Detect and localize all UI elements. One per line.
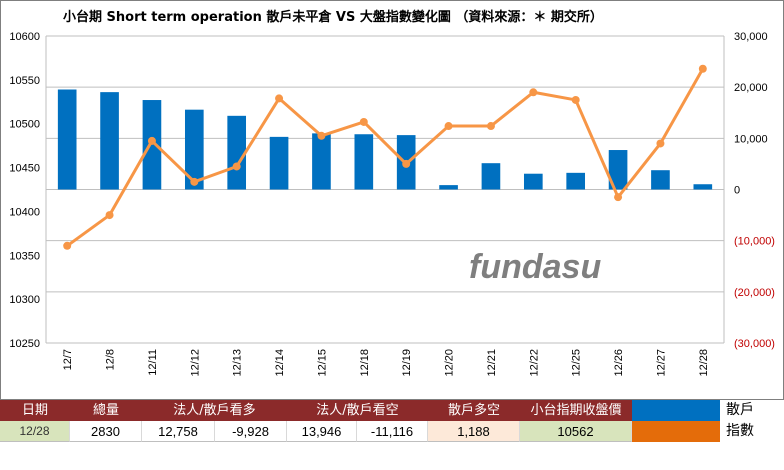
value-date: 12/28 [0, 421, 70, 442]
header-inst-short: 法人/散戶看空 [287, 400, 428, 421]
index-line [66, 68, 705, 247]
x-tick-label: 12/15 [316, 349, 328, 377]
header-retail: 散戶多空 [428, 400, 520, 421]
table-value-row: 12/28 2830 12,758 -9,928 13,946 -11,116 … [0, 421, 784, 442]
bar-12/12 [184, 109, 204, 190]
line-point-12/8 [105, 211, 114, 220]
line-point-12/13 [232, 162, 241, 171]
bar-12/13 [227, 115, 247, 190]
legend-label-index: 指數 [726, 423, 754, 439]
right-tick-label: 0 [734, 185, 740, 197]
x-tick-label: 12/11 [147, 349, 159, 376]
bar-12/20 [439, 185, 458, 190]
x-tick-label: 12/19 [401, 349, 413, 377]
legend-swatch-retail [632, 400, 720, 421]
line-point-12/20 [444, 122, 453, 131]
x-tick-label: 12/12 [189, 349, 201, 377]
left-tick-label: 10550 [9, 75, 40, 87]
line-point-12/28 [698, 64, 707, 73]
line-point-12/22 [529, 88, 538, 97]
x-axis: 12/7 12/8 12/11 12/12 12/13 12/14 12/15 12/18 12… [62, 349, 710, 377]
x-tick-label: 12/18 [359, 349, 371, 377]
bar-12/7 [57, 89, 77, 190]
line-point-12/26 [614, 193, 623, 202]
header-date: 日期 [0, 400, 70, 421]
line-point-12/7 [63, 241, 72, 250]
right-tick-label: 10,000 [734, 133, 768, 145]
right-tick-label: 20,000 [734, 82, 768, 94]
line-point-12/15 [317, 131, 326, 140]
x-tick-label: 12/20 [444, 349, 456, 377]
left-tick-label: 10350 [9, 250, 40, 262]
x-tick-label: 12/8 [105, 349, 117, 370]
x-tick-label: 12/21 [486, 349, 498, 377]
table-header-row: 日期 總量 法人/散戶看多 法人/散戶看空 散戶多空 小台指期收盤價 散戶 [0, 400, 784, 421]
line-point-12/27 [656, 139, 665, 148]
bar-12/22 [523, 173, 543, 190]
x-tick-label: 12/13 [232, 349, 244, 377]
x-tick-label: 12/22 [528, 349, 540, 377]
right-tick-label: (20,000) [734, 287, 775, 299]
line-point-12/18 [359, 117, 368, 126]
header-volume: 總量 [70, 400, 142, 421]
bar-12/21 [481, 163, 501, 190]
x-tick-label: 12/25 [571, 349, 583, 377]
left-tick-label: 10400 [9, 206, 40, 218]
value-volume: 2830 [70, 421, 142, 442]
value-inst-short-2: -11,116 [357, 421, 428, 442]
right-tick-label: 30,000 [734, 31, 768, 43]
header-inst-long: 法人/散戶看多 [142, 400, 287, 421]
left-tick-label: 10500 [9, 119, 40, 131]
x-tick-label: 12/26 [613, 349, 625, 377]
value-inst-long-2: -9,928 [215, 421, 287, 442]
x-tick-label: 12/28 [698, 349, 710, 377]
left-tick-label: 10300 [9, 294, 40, 306]
line-point-12/12 [190, 177, 199, 186]
chart-frame: 小台期 Short term operation 散戶未平倉 VS 大盤指數變化… [0, 0, 784, 400]
line-point-12/19 [402, 159, 411, 168]
bar-12/28 [693, 184, 713, 190]
line-point-12/25 [571, 95, 580, 104]
bar-12/25 [566, 172, 586, 190]
line-point-12/14 [275, 94, 284, 103]
line-layer [63, 64, 707, 250]
left-axis: 10600 10550 10500 10450 10400 10350 10300 10250 [9, 31, 40, 350]
line-point-12/21 [486, 122, 495, 131]
left-tick-label: 10250 [9, 338, 40, 350]
bar-12/14 [269, 136, 289, 190]
combo-chart: 小台期 Short term operation 散戶未平倉 VS 大盤指數變化… [9, 9, 775, 377]
bar-12/18 [354, 134, 374, 190]
bar-12/27 [651, 170, 670, 190]
value-retail: 1,188 [428, 421, 520, 442]
watermark: fundasu [469, 248, 601, 286]
left-tick-label: 10600 [9, 31, 40, 43]
bars-layer [57, 89, 713, 190]
value-inst-long-1: 12,758 [142, 421, 215, 442]
value-inst-short-1: 13,946 [287, 421, 357, 442]
bar-12/15 [312, 133, 331, 190]
right-tick-label: (10,000) [734, 236, 775, 248]
right-axis: 30,000 20,000 10,000 0 (10,000) (20,000) (30,0… [734, 31, 775, 350]
left-tick-label: 10450 [9, 163, 40, 175]
value-close: 10562 [520, 421, 632, 442]
legend-label-retail: 散戶 [726, 402, 754, 418]
x-tick-label: 12/14 [274, 349, 286, 377]
bar-12/8 [100, 92, 119, 190]
chart-title: 小台期 Short term operation 散戶未平倉 VS 大盤指數變化… [63, 9, 603, 25]
info-table: 日期 總量 法人/散戶看多 法人/散戶看空 散戶多空 小台指期收盤價 散戶 12… [0, 400, 784, 470]
line-point-12/11 [147, 136, 156, 145]
x-tick-label: 12/7 [62, 349, 74, 370]
x-tick-label: 12/27 [655, 349, 667, 377]
legend-swatch-index [632, 421, 720, 442]
bar-12/26 [608, 150, 628, 190]
header-close: 小台指期收盤價 [520, 400, 632, 421]
right-tick-label: (30,000) [734, 338, 775, 350]
